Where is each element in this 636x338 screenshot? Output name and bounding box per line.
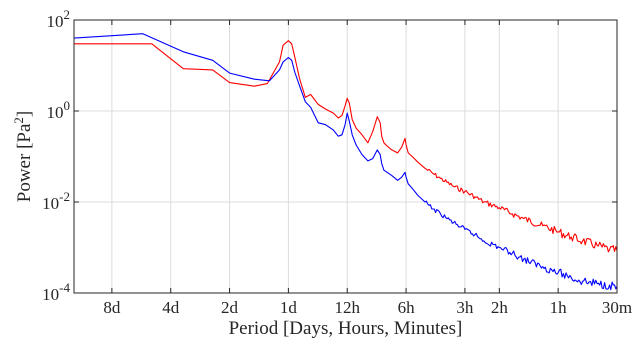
- plot-frame: [73, 19, 618, 294]
- x-tick-label: 4d: [162, 298, 180, 317]
- x-tick-labels: 8d 4d 2d 1d 12h 6h 3h 2h 1h 30m: [103, 298, 632, 317]
- x-axis-label: Period [Days, Hours, Minutes]: [229, 318, 463, 338]
- x-tick-label: 2d: [221, 298, 239, 317]
- x-tick-label: 2h: [491, 298, 509, 317]
- y-tick-label: 10-2: [42, 189, 70, 213]
- y-axis-label-superscript: 2: [11, 117, 26, 124]
- y-axis-label: Power [Pa2]: [11, 111, 35, 202]
- series-layer: [73, 33, 618, 291]
- y-tick-label: 102: [47, 7, 71, 31]
- series-line-2: [73, 33, 618, 291]
- x-tick-label: 30m: [602, 298, 632, 317]
- x-tick-label: 3h: [456, 298, 474, 317]
- x-tick-label: 8d: [103, 298, 121, 317]
- x-tick-label: 12h: [334, 298, 360, 317]
- x-tick-label: 1d: [280, 298, 298, 317]
- y-tick-label: 10-4: [42, 280, 70, 304]
- x-tick-label: 1h: [550, 298, 568, 317]
- series-line-1: [74, 40, 618, 253]
- y-tick-labels: 10-4 10-2 100 102: [42, 7, 70, 304]
- x-tick-label: 6h: [398, 298, 416, 317]
- grid: [74, 19, 618, 294]
- y-tick-label: 100: [47, 98, 71, 122]
- y-axis-label-main: Power [Pa: [14, 123, 35, 202]
- ticks: [74, 19, 618, 294]
- y-axis-label-suffix: ]: [14, 111, 35, 117]
